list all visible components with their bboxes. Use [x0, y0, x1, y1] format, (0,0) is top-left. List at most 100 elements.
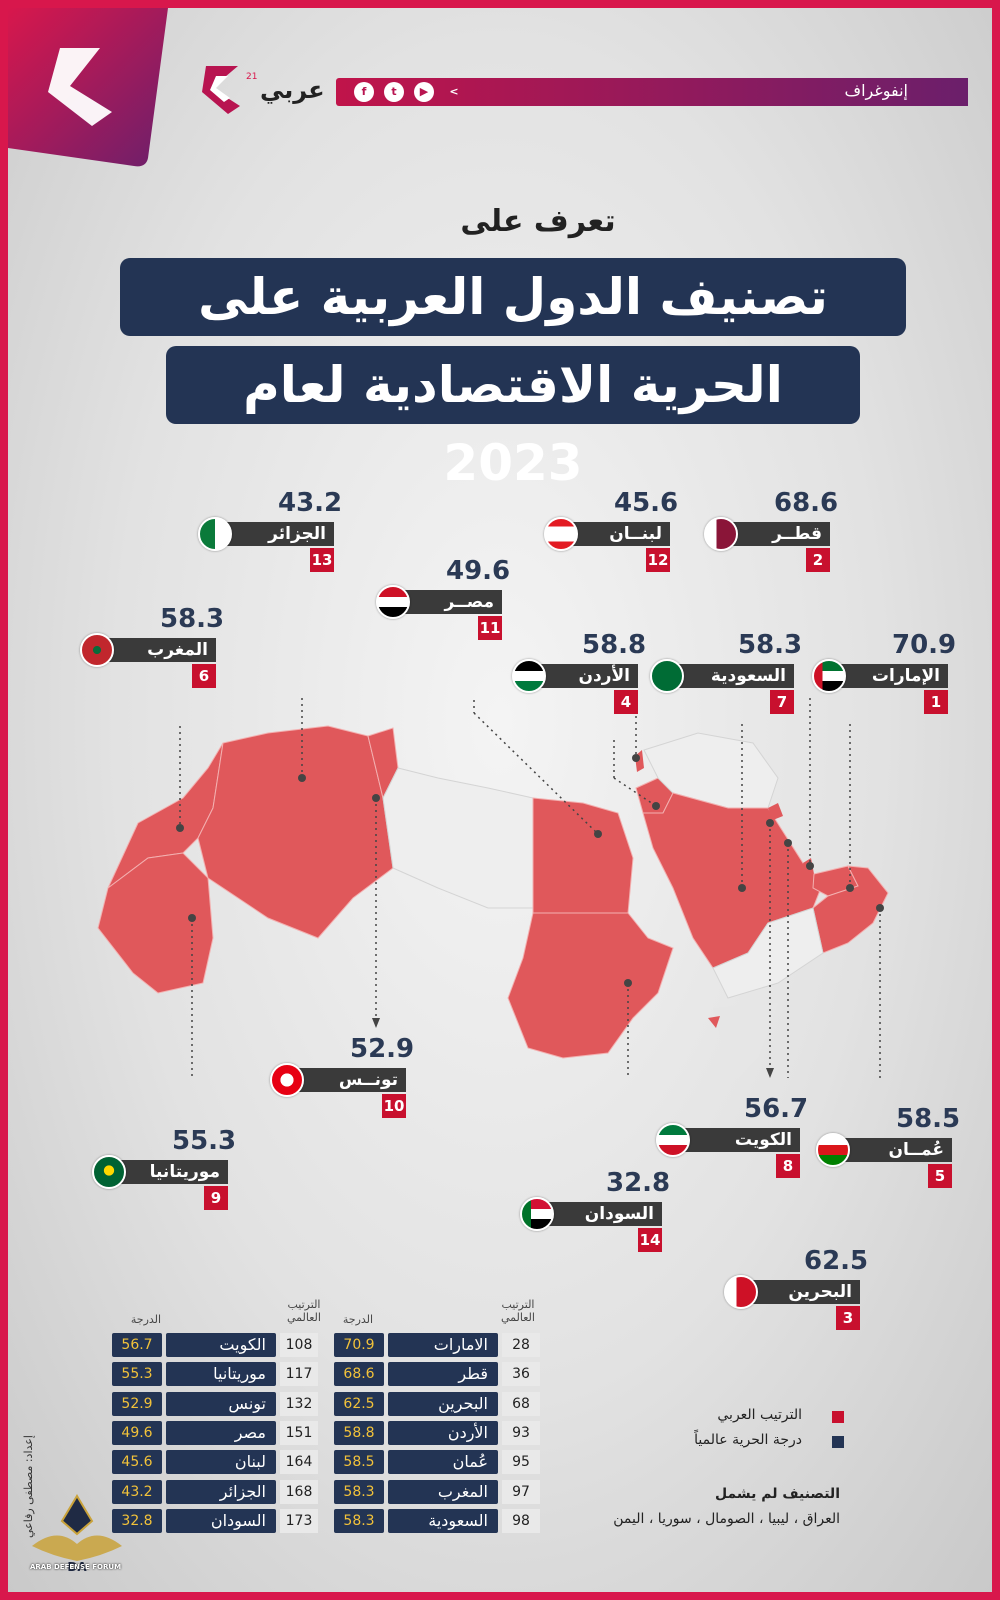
table-score: 56.7 [112, 1333, 162, 1357]
watermark-text: ARAB DEFENSE FORUM [30, 1563, 122, 1571]
country-score: 49.6 [446, 556, 511, 586]
table-country: الجزائر [166, 1479, 276, 1504]
table-score: 43.2 [112, 1479, 162, 1504]
table-country: البحرين [388, 1391, 498, 1416]
table-score: 55.3 [112, 1362, 162, 1387]
table-row: 70.9 الامارات 28 [334, 1333, 754, 1357]
excluded-title: التصنيف لم يشمل [714, 1486, 840, 1502]
corner-logo [8, 8, 168, 167]
country-score: 45.6 [614, 488, 679, 518]
country-score: 55.3 [172, 1126, 237, 1156]
country-score: 58.3 [160, 604, 225, 634]
arrow-icon[interactable]: < [449, 85, 459, 98]
top-bar: f t ▶ < إنفوغراف [336, 78, 968, 106]
leader-lines [179, 698, 881, 1078]
table-row: 58.3 المغرب 97 [334, 1479, 754, 1504]
country-name: البحرين [750, 1280, 860, 1304]
table-score: 45.6 [112, 1450, 162, 1475]
country-score: 58.3 [738, 630, 803, 660]
table-country: لبنان [166, 1450, 276, 1475]
table-world-rank: 151 [280, 1420, 318, 1445]
country-score: 52.9 [350, 1034, 415, 1064]
table-world-rank: 95 [502, 1450, 540, 1475]
table-score: 49.6 [112, 1420, 162, 1445]
brand-logo: 21 عربي [198, 58, 338, 128]
table-row: 43.2 الجزائر 168 [112, 1479, 532, 1504]
map-yemen [712, 907, 824, 999]
table-country: تونس [166, 1391, 276, 1416]
country-name: السودان [546, 1202, 662, 1226]
country-arab-rank: 10 [382, 1094, 406, 1118]
country-arab-rank: 1 [924, 690, 948, 714]
brand-mark-icon [202, 66, 240, 114]
table-score: 68.6 [334, 1362, 384, 1387]
youtube-icon[interactable]: ▶ [414, 82, 434, 102]
country-score: 56.7 [744, 1094, 809, 1124]
table-row: 62.5 البحرين 68 [334, 1391, 754, 1416]
country-arab-rank: 8 [776, 1154, 800, 1178]
country-arab-rank: 9 [204, 1186, 228, 1210]
egypt-flag-icon [376, 585, 410, 619]
table-row: 58.8 الأردن 93 [334, 1420, 754, 1445]
country-arab-rank: 11 [478, 616, 502, 640]
country-arab-rank: 12 [646, 548, 670, 572]
table-country: الامارات [388, 1333, 498, 1357]
legend-world-score: درجة الحرية عالمياً [694, 1432, 802, 1448]
right-col-world-rank: الترتيب العالمي [501, 1298, 535, 1324]
table-world-rank: 93 [502, 1420, 540, 1445]
table-row: 49.6 مصر 151 [112, 1420, 532, 1445]
country-score: 43.2 [278, 488, 343, 518]
country-arab-rank: 2 [806, 548, 830, 572]
country-arab-rank: 7 [770, 690, 794, 714]
map-bahrain [791, 855, 797, 861]
table-world-rank: 36 [502, 1362, 540, 1387]
table-row: 32.8 السودان 173 [112, 1508, 532, 1533]
country-name: تونــس [296, 1068, 406, 1092]
svg-text:DA: DA [67, 1560, 87, 1574]
table-world-rank: 108 [280, 1333, 318, 1357]
table-world-rank: 97 [502, 1479, 540, 1504]
map-mauritania [97, 852, 214, 994]
table-score: 58.3 [334, 1479, 384, 1504]
country-arab-rank: 5 [928, 1164, 952, 1188]
country-name: السعودية [676, 664, 794, 688]
left-col-score: الدرجة [130, 1313, 162, 1326]
map-kuwait [768, 803, 783, 820]
table-score: 62.5 [334, 1391, 384, 1416]
left-col-world-rank: الترتيب العالمي [287, 1298, 321, 1324]
map-libya [382, 767, 534, 909]
title-line-1: تصنيف الدول العربية على مؤشر [120, 258, 906, 404]
country-name: الإمارات [838, 664, 948, 688]
table-row: 58.5 عُمان 95 [334, 1450, 754, 1475]
table-row: 45.6 لبنان 164 [112, 1450, 532, 1475]
table-country: الأردن [388, 1420, 498, 1445]
map-algeria [197, 725, 394, 939]
legend-arab-rank-swatch [832, 1411, 844, 1423]
table-world-rank: 68 [502, 1391, 540, 1416]
table-world-rank: 98 [502, 1508, 540, 1533]
country-score: 58.8 [582, 630, 647, 660]
table-country: السعودية [388, 1508, 498, 1533]
country-name: قطــر [730, 522, 830, 546]
table-world-rank: 117 [280, 1362, 318, 1387]
country-name: موريتانيا [118, 1160, 228, 1184]
qatar-flag-icon [704, 517, 738, 551]
country-score: 68.6 [774, 488, 839, 518]
table-score: 58.5 [334, 1450, 384, 1475]
map-somalia [713, 1003, 778, 1078]
sudan-flag-icon [520, 1197, 554, 1231]
table-row: 68.6 قطر 36 [334, 1362, 754, 1387]
legend-arab-rank: الترتيب العربي [717, 1407, 802, 1423]
oman-flag-icon [816, 1133, 850, 1167]
facebook-icon[interactable]: f [354, 82, 374, 102]
country-arab-rank: 3 [836, 1306, 860, 1330]
right-col-score: الدرجة [342, 1313, 374, 1326]
table-world-rank: 132 [280, 1391, 318, 1416]
twitter-icon[interactable]: t [384, 82, 404, 102]
table-row: 55.3 موريتانيا 117 [112, 1362, 532, 1387]
country-name: مصــر [402, 590, 502, 614]
table-score: 70.9 [334, 1333, 384, 1357]
arab-world-map [97, 698, 889, 1078]
leader-arrows [372, 1018, 774, 1078]
